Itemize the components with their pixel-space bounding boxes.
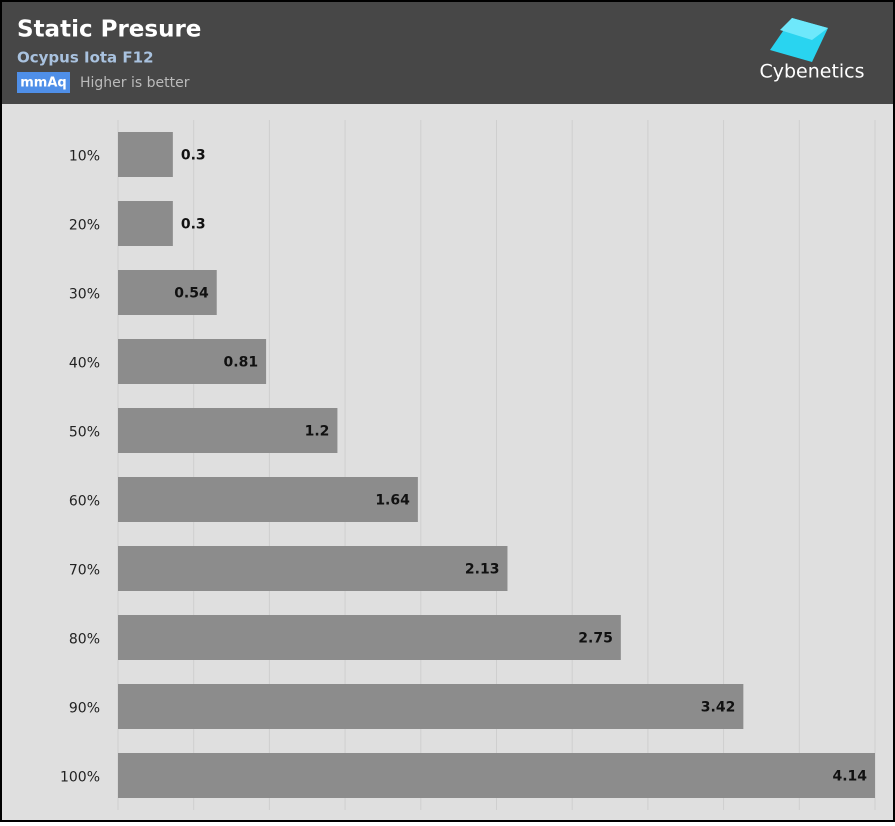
unit: mmAq bbox=[20, 76, 66, 91]
value-label: 4.14 bbox=[832, 769, 867, 785]
value-label: 2.75 bbox=[578, 631, 613, 647]
y-tick-label: 10% bbox=[69, 149, 100, 165]
y-tick-label: 100% bbox=[60, 770, 100, 786]
value-label: 0.3 bbox=[181, 148, 206, 164]
bar bbox=[118, 408, 338, 453]
bar bbox=[118, 753, 875, 798]
value-label: 0.54 bbox=[174, 286, 209, 302]
header bbox=[2, 2, 893, 104]
subtitle: Ocypus Iota F12 bbox=[17, 49, 154, 67]
note: Higher is better bbox=[80, 75, 190, 91]
y-tick-label: 20% bbox=[69, 218, 100, 234]
value-label: 3.42 bbox=[701, 700, 736, 716]
bar bbox=[118, 684, 744, 729]
y-tick-label: 50% bbox=[69, 425, 100, 441]
y-tick-label: 90% bbox=[69, 701, 100, 717]
logo-text: Cybenetics bbox=[759, 61, 864, 83]
bar bbox=[118, 477, 418, 522]
chart-title: Static Presure bbox=[17, 17, 201, 43]
bar bbox=[118, 546, 508, 591]
bar bbox=[118, 201, 173, 246]
value-label: 1.2 bbox=[305, 424, 330, 440]
bar bbox=[118, 270, 217, 315]
y-tick-label: 40% bbox=[69, 356, 100, 372]
bar bbox=[118, 339, 267, 384]
y-tick-label: 70% bbox=[69, 563, 100, 579]
y-tick-label: 30% bbox=[69, 287, 100, 303]
logo-icon-top bbox=[780, 18, 828, 40]
unit-badge bbox=[17, 72, 70, 93]
y-tick-label: 80% bbox=[69, 632, 100, 648]
value-label: 1.64 bbox=[375, 493, 410, 509]
bar bbox=[118, 132, 173, 177]
y-tick-label: 60% bbox=[69, 494, 100, 510]
bar bbox=[118, 615, 621, 660]
value-label: 0.3 bbox=[181, 217, 206, 233]
value-label: 2.13 bbox=[465, 562, 500, 578]
value-label: 0.81 bbox=[224, 355, 259, 371]
